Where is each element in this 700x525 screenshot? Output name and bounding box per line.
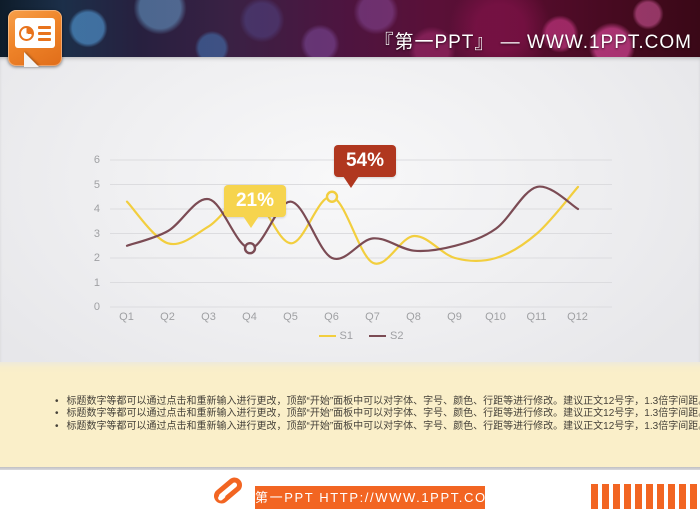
- x-axis-tick: Q9: [447, 311, 462, 323]
- notes-list: 标题数字等都可以通过点击和重新输入进行更改，顶部“开始”面板中可以对字体、字号、…: [0, 362, 700, 433]
- callout-pointer: [343, 176, 359, 188]
- paperclip-icon: [210, 474, 246, 507]
- y-axis-tick: 1: [93, 276, 100, 289]
- text-lines-glyph: [38, 25, 51, 41]
- legend-label: S2: [390, 330, 404, 342]
- note-bullet: 标题数字等都可以通过点击和重新输入进行更改，顶部“开始”面板中可以对字体、字号、…: [55, 421, 700, 433]
- line-chart-svg: [110, 159, 612, 308]
- x-axis-tick: Q11: [526, 311, 547, 323]
- y-axis-tick: 0: [93, 301, 100, 313]
- y-axis-tick: 4: [93, 203, 100, 215]
- footer-bar: 第一PPT HTTP://WWW.1PPT.COM: [0, 470, 700, 525]
- notes-band: 标题数字等都可以通过点击和重新输入进行更改，顶部“开始”面板中可以对字体、字号、…: [0, 362, 700, 467]
- x-axis-tick: Q5: [283, 311, 298, 323]
- y-axis-tick: 3: [93, 227, 100, 240]
- series-line-s2: [125, 185, 580, 261]
- section-divider: [0, 467, 700, 470]
- legend-line-swatch: [318, 335, 336, 337]
- note-bullet: 标题数字等都可以通过点击和重新输入进行更改，顶部“开始”面板中可以对字体、字号、…: [55, 408, 700, 420]
- header-banner: 『第一PPT』 — WWW.1PPT.COM: [0, 0, 700, 57]
- callout-pointer: [243, 216, 259, 228]
- data-callout-21: 21%: [224, 185, 286, 228]
- chart-legend: S1 S2: [0, 330, 700, 342]
- note-bullet: 标题数字等都可以通过点击和重新输入进行更改，顶部“开始”面板中可以对字体、字号、…: [55, 396, 700, 408]
- x-axis-tick: Q4: [242, 311, 257, 323]
- legend-item-s2: S2: [369, 330, 403, 342]
- y-axis-tick: 5: [93, 178, 100, 191]
- footer-site-link[interactable]: 第一PPT HTTP://WWW.1PPT.COM: [255, 486, 498, 509]
- page-fold: [24, 52, 39, 67]
- x-axis-labels: Q1 Q2 Q3 Q4 Q5 Q6 Q7 Q8 Q9 Q10 Q11 Q12: [106, 311, 598, 323]
- y-axis-tick: 6: [93, 154, 100, 166]
- site-title[interactable]: 『第一PPT』 — WWW.1PPT.COM: [374, 32, 692, 53]
- powerpoint-logo-icon: [8, 10, 62, 67]
- powerpoint-slide-thumb: [15, 18, 55, 48]
- series-line-s1: [125, 185, 580, 265]
- legend-item-s1: S1: [318, 330, 353, 342]
- pie-chart-glyph-icon: [19, 25, 34, 41]
- x-axis-tick: Q2: [160, 311, 175, 323]
- callout-label: 21%: [235, 190, 275, 211]
- legend-line-swatch: [369, 335, 386, 337]
- x-axis-tick: Q10: [485, 311, 506, 323]
- y-axis-tick: 2: [93, 252, 100, 264]
- data-point-marker: [325, 190, 339, 203]
- x-axis-tick: Q7: [365, 311, 380, 323]
- barcode-decoration: [591, 484, 700, 509]
- data-point-marker: [243, 241, 257, 255]
- callout-label: 54%: [345, 150, 385, 171]
- x-axis-tick: Q6: [324, 311, 339, 323]
- x-axis-tick: Q1: [119, 311, 134, 323]
- x-axis-tick: Q8: [406, 311, 421, 323]
- x-axis-tick: Q3: [201, 311, 216, 323]
- x-axis-tick: Q12: [567, 311, 588, 323]
- y-axis-labels: 0 1 2 3 4 5 6: [74, 150, 100, 325]
- legend-label: S1: [339, 330, 353, 342]
- data-callout-54: 54%: [334, 145, 396, 188]
